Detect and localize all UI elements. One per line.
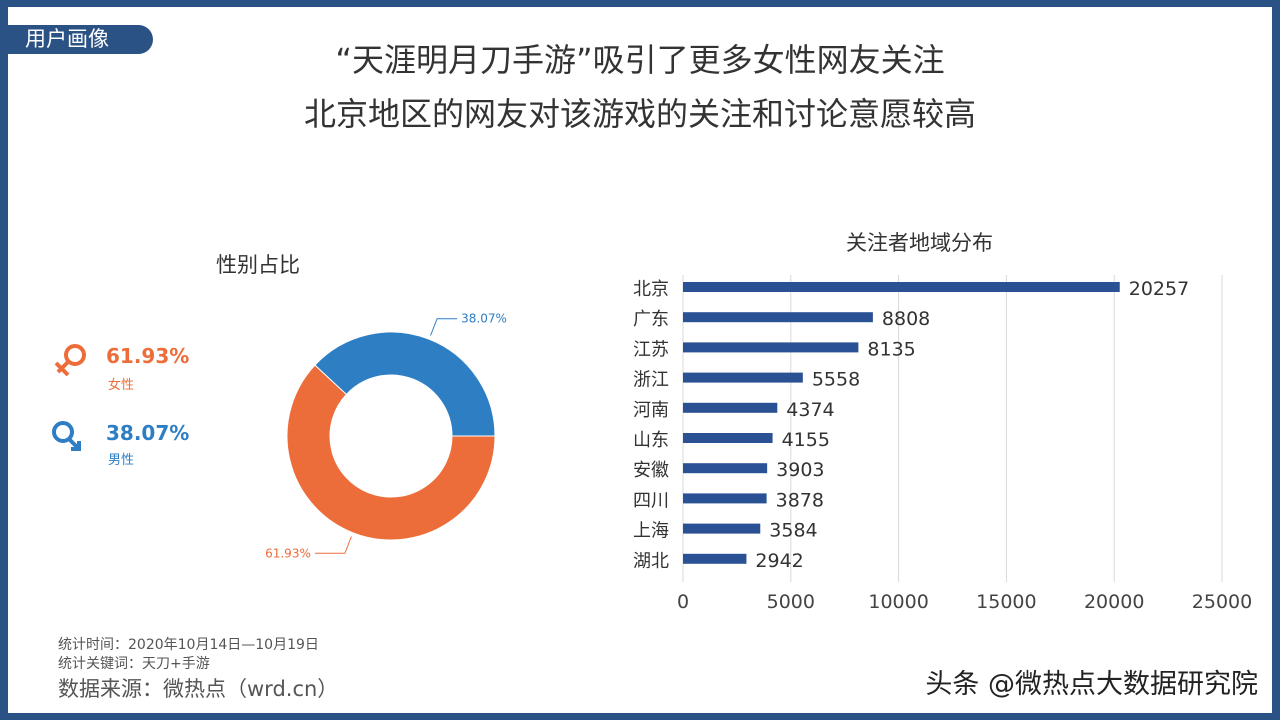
x-tick-label: 0 <box>677 591 689 613</box>
category-label: 广东 <box>633 309 669 330</box>
leader-line-1 <box>314 536 352 554</box>
male-label: 男性 <box>108 453 135 468</box>
stat-time: 统计时间：2020年10月14日—10月19日 <box>58 637 319 653</box>
x-tick-label: 25000 <box>1192 591 1252 613</box>
slide: 用户画像 “天涯明月刀手游”吸引了更多女性网友关注 北京地区的网友对该游戏的关注… <box>8 7 1272 713</box>
category-label: 上海 <box>633 521 669 542</box>
category-label: 北京 <box>633 279 669 300</box>
donut-slice-0 <box>314 331 496 437</box>
x-tick-label: 15000 <box>976 591 1036 613</box>
category-label: 四川 <box>633 490 669 511</box>
value-label: 20257 <box>1129 278 1189 300</box>
value-label: 8135 <box>867 338 915 360</box>
bar-山东 <box>683 433 773 443</box>
value-label: 5558 <box>812 369 860 391</box>
value-label: 3903 <box>776 459 824 481</box>
category-label: 江苏 <box>633 339 669 360</box>
category-label: 湖北 <box>633 551 669 572</box>
charts: 38.07% 61.93% 0 5000 10000 15000 20000 25000 北京 2… <box>52 275 1252 613</box>
stat-keywords: 统计关键词：天刀+手游 <box>58 656 210 672</box>
value-label: 3878 <box>776 489 824 511</box>
bar-四川 <box>683 493 767 504</box>
female-label: 女性 <box>108 378 135 393</box>
bar-北京 <box>683 282 1120 292</box>
category-label: 山东 <box>633 430 669 451</box>
bar-湖北 <box>683 553 747 564</box>
bar-广东 <box>683 312 873 323</box>
category-label: 河南 <box>633 400 669 421</box>
value-label: 4374 <box>786 399 834 421</box>
value-label: 8808 <box>882 308 930 330</box>
female-pct: 61.93% <box>106 344 190 368</box>
leader-line-0 <box>430 318 458 336</box>
female-icon <box>54 344 86 377</box>
data-source: 数据来源：微热点（wrd.cn） <box>58 677 339 701</box>
donut-slice-1 <box>286 364 496 541</box>
bar-江苏 <box>683 342 859 353</box>
x-tick-label: 5000 <box>767 591 815 613</box>
donut-label: 38.07% <box>461 312 507 326</box>
watermark: 头条 @微热点大数据研究院 <box>925 669 1258 700</box>
donut-label: 61.93% <box>265 546 311 560</box>
bar-河南 <box>683 402 778 413</box>
title-line-1: “天涯明月刀手游”吸引了更多女性网友关注 <box>335 41 945 79</box>
category-label: 安徽 <box>633 460 669 481</box>
x-tick-label: 10000 <box>868 591 928 613</box>
male-icon <box>52 421 81 451</box>
section-tag: 用户画像 <box>8 25 153 54</box>
value-label: 2942 <box>755 550 803 572</box>
bar-浙江 <box>683 372 803 383</box>
pie-title: 性别占比 <box>216 253 300 277</box>
title-line-2: 北京地区的网友对该游戏的关注和讨论意愿较高 <box>303 95 976 133</box>
x-tick-label: 20000 <box>1084 591 1144 613</box>
bar-安徽 <box>683 463 768 474</box>
bar-title: 关注者地域分布 <box>846 231 993 255</box>
male-pct: 38.07% <box>106 421 190 445</box>
category-label: 浙江 <box>633 370 669 391</box>
bar-上海 <box>683 523 761 534</box>
value-label: 4155 <box>782 429 830 451</box>
value-label: 3584 <box>769 520 817 542</box>
